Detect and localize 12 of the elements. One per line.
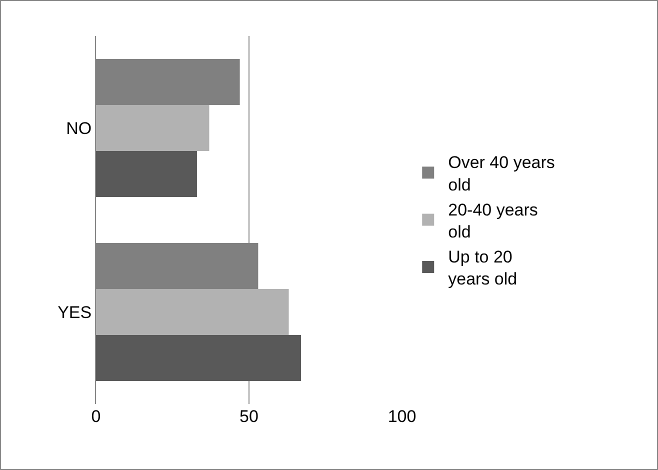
x-tick-label: 100 — [388, 407, 416, 426]
x-tick-label: 0 — [91, 407, 101, 426]
legend-label: Up to 20 years old — [448, 248, 518, 289]
bar — [96, 105, 210, 151]
x-tick-label: 50 — [240, 407, 258, 426]
legend-label: 20-40 years old — [448, 200, 538, 242]
y-tick-label: NO — [66, 118, 92, 138]
legend-label: Over 40 years old — [448, 153, 555, 194]
y-tick-label: YES — [58, 302, 92, 322]
bar — [96, 151, 197, 197]
bar — [96, 335, 302, 381]
bar — [96, 289, 289, 335]
